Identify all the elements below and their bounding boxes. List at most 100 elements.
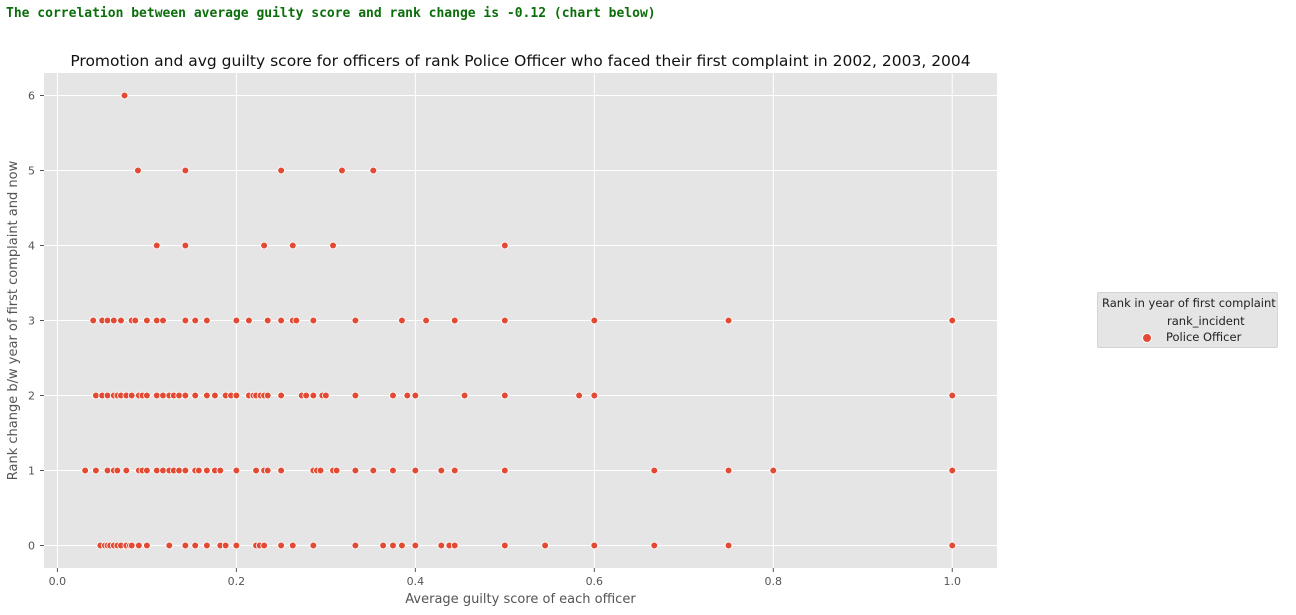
- data-point: [277, 466, 285, 475]
- legend-entry-police-officer: Police Officer: [1166, 330, 1242, 344]
- data-point: [143, 391, 151, 400]
- data-point: [135, 541, 143, 550]
- data-point: [191, 541, 200, 550]
- x-tick-label: 0.6: [586, 575, 604, 588]
- data-point: [398, 541, 406, 550]
- data-point: [89, 316, 98, 325]
- x-tick-label: 1.0: [944, 575, 962, 588]
- data-point: [389, 466, 397, 475]
- data-point: [288, 541, 297, 550]
- data-point: [175, 391, 183, 400]
- y-tick-label: 1: [28, 465, 35, 478]
- data-point: [195, 466, 203, 475]
- data-point: [263, 316, 272, 325]
- data-point: [501, 241, 509, 250]
- data-point: [181, 541, 190, 550]
- data-point: [769, 466, 778, 475]
- data-point: [948, 391, 957, 400]
- data-point: [948, 466, 957, 475]
- legend-title: Rank in year of first complaint: [1102, 296, 1276, 310]
- data-point: [159, 316, 167, 325]
- x-tick-label: 0.2: [228, 575, 246, 588]
- data-point: [460, 391, 469, 400]
- data-point: [501, 316, 509, 325]
- data-point: [650, 466, 659, 475]
- data-point: [117, 316, 125, 325]
- data-point: [159, 391, 167, 400]
- data-point: [203, 391, 211, 400]
- y-tick-label: 0: [28, 540, 35, 553]
- data-point: [143, 316, 151, 325]
- data-point: [724, 466, 733, 475]
- y-tick-label: 5: [28, 165, 35, 178]
- data-point: [437, 466, 446, 475]
- data-point: [263, 466, 272, 475]
- data-point: [232, 541, 241, 550]
- data-point: [292, 316, 301, 325]
- data-point: [302, 391, 310, 400]
- x-tick-label: 0.0: [49, 575, 67, 588]
- data-point: [203, 541, 211, 550]
- data-point: [181, 391, 190, 400]
- data-point: [127, 541, 136, 550]
- data-point: [211, 391, 219, 400]
- data-point: [127, 391, 136, 400]
- data-point: [322, 391, 330, 400]
- data-point: [277, 166, 285, 175]
- x-tick-label: 0.8: [765, 575, 783, 588]
- legend-subtitle: rank_incident: [1167, 314, 1245, 328]
- data-point: [329, 241, 337, 250]
- data-point: [411, 541, 420, 550]
- data-points: [81, 91, 957, 550]
- y-tick-label: 6: [28, 90, 35, 103]
- y-tick-label: 2: [28, 390, 35, 403]
- data-point: [309, 316, 318, 325]
- legend-marker-police-officer: [1142, 333, 1152, 343]
- data-point: [450, 316, 459, 325]
- data-point: [338, 166, 346, 175]
- data-point: [351, 316, 360, 325]
- data-point: [143, 541, 151, 550]
- data-point: [165, 541, 174, 550]
- data-point: [288, 241, 297, 250]
- data-point: [411, 391, 420, 400]
- data-point: [191, 391, 200, 400]
- data-point: [191, 316, 200, 325]
- data-point: [260, 241, 268, 250]
- data-point: [316, 466, 325, 475]
- data-point: [260, 541, 268, 550]
- data-point: [131, 316, 140, 325]
- data-point: [450, 541, 459, 550]
- data-point: [277, 541, 285, 550]
- data-point: [351, 541, 360, 550]
- chart-title: Promotion and avg guilty score for offic…: [70, 52, 970, 70]
- x-tick-label: 0.4: [407, 575, 425, 588]
- data-point: [232, 316, 241, 325]
- data-point: [724, 541, 733, 550]
- data-point: [501, 466, 509, 475]
- data-point: [134, 166, 142, 175]
- data-point: [450, 466, 459, 475]
- data-point: [650, 541, 659, 550]
- data-point: [369, 466, 378, 475]
- data-point: [389, 541, 397, 550]
- chart-legend: Rank in year of first complaint rank_inc…: [1097, 292, 1278, 348]
- data-point: [309, 541, 318, 550]
- data-point: [332, 466, 341, 475]
- data-point: [181, 241, 190, 250]
- data-point: [309, 391, 318, 400]
- data-point: [203, 466, 211, 475]
- data-point: [203, 316, 211, 325]
- data-point: [411, 466, 420, 475]
- data-point: [724, 316, 733, 325]
- data-point: [232, 466, 241, 475]
- data-point: [379, 541, 387, 550]
- data-point: [277, 316, 285, 325]
- data-point: [263, 391, 272, 400]
- data-point: [501, 391, 509, 400]
- data-point: [351, 391, 360, 400]
- data-point: [437, 541, 446, 550]
- data-point: [152, 241, 161, 250]
- data-point: [103, 391, 112, 400]
